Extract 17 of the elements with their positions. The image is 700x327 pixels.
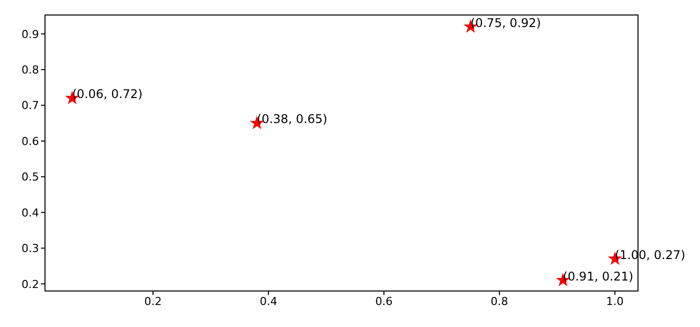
annotation: (0.91, 0.21) <box>562 269 634 284</box>
y-tick-label: 0.6 <box>22 134 39 148</box>
x-tick-label: 0.6 <box>375 294 393 308</box>
x-tick-label: 0.2 <box>144 294 162 308</box>
y-tick-label: 0.8 <box>22 64 39 77</box>
y-tick-label: 0.9 <box>22 28 39 41</box>
y-tick-label: 0.2 <box>22 278 39 291</box>
annotation: (0.75, 0.92) <box>470 16 541 30</box>
y-tick-label: 0.3 <box>22 242 39 256</box>
annotation: (0.38, 0.65) <box>256 112 328 126</box>
x-tick-label: 0.8 <box>490 294 508 308</box>
y-tick-label: 0.7 <box>22 99 39 112</box>
x-tick-label: 1.0 <box>606 294 624 308</box>
annotation: (0.06, 0.72) <box>72 87 143 102</box>
y-tick-label: 0.5 <box>22 170 39 184</box>
x-tick-label: 0.4 <box>260 294 278 308</box>
y-tick-label: 0.4 <box>22 206 39 220</box>
